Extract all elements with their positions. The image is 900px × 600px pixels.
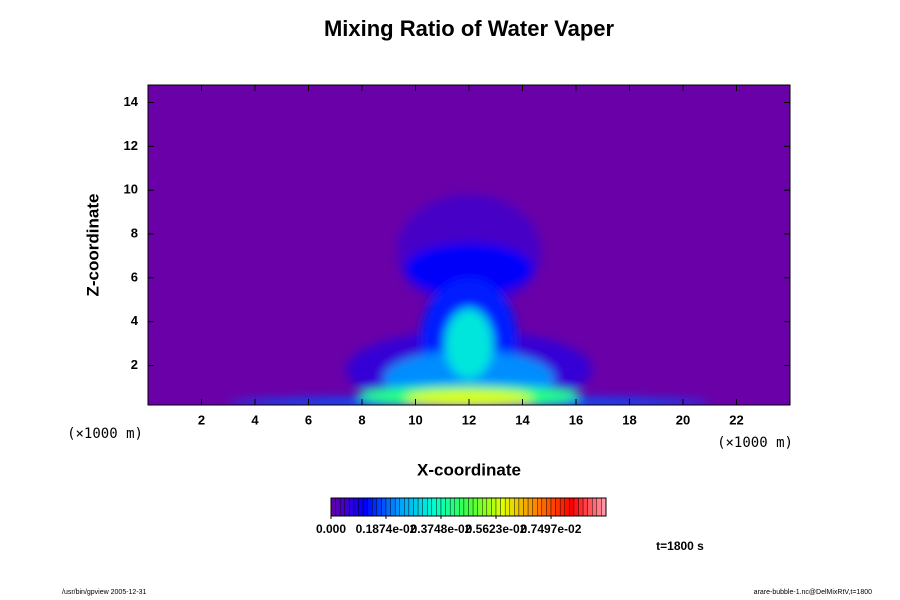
colorbar-cell xyxy=(546,497,552,517)
colorbar-cell xyxy=(449,497,455,517)
colorbar-cell xyxy=(550,497,556,517)
colorbar-label: 0.5623e-02 xyxy=(466,522,527,536)
footer-left: /usr/bin/gpview 2005-12-31 xyxy=(62,589,147,596)
colorbar-cell xyxy=(518,497,524,517)
plume xyxy=(228,194,710,405)
y-tick-label: 8 xyxy=(131,225,138,240)
colorbar-cell xyxy=(362,497,368,517)
colorbar-cell xyxy=(344,497,350,517)
colorbar-cell xyxy=(596,497,602,517)
chart-title: Mixing Ratio of Water Vaper xyxy=(324,16,615,41)
colorbar-cell xyxy=(537,497,543,517)
colorbar-cell xyxy=(399,497,405,517)
colorbar-cell xyxy=(495,497,501,517)
colorbar-cell xyxy=(404,497,410,517)
colorbar-cell xyxy=(445,497,451,517)
colorbar-label: 0.3748e-02 xyxy=(411,522,472,536)
colorbar-cell xyxy=(578,497,584,517)
colorbar-cell xyxy=(532,497,538,517)
colorbar-cell xyxy=(330,497,336,517)
x-tick-label: 10 xyxy=(408,412,422,427)
colorbar-label: 0.7497e-02 xyxy=(521,522,582,536)
y-tick-label: 6 xyxy=(131,269,138,284)
colorbar-cell xyxy=(367,497,373,517)
y-tick-label: 14 xyxy=(124,94,139,109)
colorbar-cell xyxy=(339,497,345,517)
colorbar-cell xyxy=(376,497,382,517)
colorbar-cell xyxy=(592,497,598,517)
colorbar-cell xyxy=(427,497,433,517)
colorbar-cell xyxy=(523,497,529,517)
colorbar-cell xyxy=(394,497,400,517)
colorbar-cell xyxy=(349,497,355,517)
y-tick-label: 4 xyxy=(131,313,139,328)
colorbar-cell xyxy=(587,497,593,517)
colorbar-cell xyxy=(463,497,469,517)
colorbar-cell xyxy=(491,497,497,517)
plume-region xyxy=(404,242,534,296)
colorbar-cell xyxy=(454,497,460,517)
colorbar-cell xyxy=(527,497,533,517)
colorbar-cell xyxy=(559,497,565,517)
colorbar-cell xyxy=(358,497,364,517)
colorbar-cell xyxy=(564,497,570,517)
x-tick-label: 20 xyxy=(676,412,690,427)
x-unit: (×1000 m) xyxy=(717,435,793,451)
colorbar-cell xyxy=(573,497,579,517)
colorbar-cell xyxy=(459,497,465,517)
y-tick-label: 12 xyxy=(124,138,138,153)
colorbar-cell xyxy=(514,497,520,517)
y-tick-label: 10 xyxy=(124,182,138,197)
colorbar-cell xyxy=(504,497,510,517)
colorbar-cell xyxy=(541,497,547,517)
plume-region xyxy=(444,308,494,379)
colorbar-cell xyxy=(440,497,446,517)
x-tick-label: 8 xyxy=(358,412,365,427)
footer-right: arare-bubble-1.nc@DelMixRtV,t=1800 xyxy=(754,589,872,596)
annotation: t=1800 s xyxy=(656,539,704,553)
x-tick-label: 22 xyxy=(729,412,743,427)
colorbar-cell xyxy=(413,497,419,517)
x-tick-label: 14 xyxy=(515,412,530,427)
y-unit: (×1000 m) xyxy=(67,426,143,442)
x-tick-label: 12 xyxy=(462,412,476,427)
colorbar-cell xyxy=(422,497,428,517)
colorbar-cell xyxy=(353,497,359,517)
colorbar-cell xyxy=(509,497,515,517)
colorbar-cell xyxy=(482,497,488,517)
colorbar-cell xyxy=(335,497,341,517)
colorbar-label: 0.000 xyxy=(316,522,346,536)
colorbar-label: 0.1874e-02 xyxy=(356,522,417,536)
colorbar-cell xyxy=(390,497,396,517)
colorbar-cell xyxy=(385,497,391,517)
colorbar-cell xyxy=(477,497,483,517)
colorbar-cell xyxy=(472,497,478,517)
x-tick-label: 18 xyxy=(622,412,636,427)
colorbar-cell xyxy=(601,497,607,517)
colorbar-cell xyxy=(500,497,506,517)
colorbar-cell xyxy=(436,497,442,517)
colorbar-cell xyxy=(569,497,575,517)
colorbar-cell xyxy=(582,497,588,517)
colorbar-cell xyxy=(372,497,378,517)
y-tick-label: 2 xyxy=(131,357,138,372)
x-axis-label: X-coordinate xyxy=(417,460,521,479)
colorbar-frame xyxy=(330,497,607,517)
colorbar-cell xyxy=(468,497,474,517)
x-tick-label: 4 xyxy=(251,412,259,427)
y-axis-label: Z-coordinate xyxy=(83,194,102,297)
plume-region xyxy=(404,389,534,405)
colorbar-cell xyxy=(381,497,387,517)
colorbar-cell xyxy=(431,497,437,517)
x-tick-label: 6 xyxy=(305,412,312,427)
x-tick-label: 16 xyxy=(569,412,583,427)
x-tick-label: 2 xyxy=(198,412,205,427)
colorbar-cell xyxy=(408,497,414,517)
colorbar-cell xyxy=(555,497,561,517)
colorbar-cell xyxy=(486,497,492,517)
colorbar-cell xyxy=(417,497,423,517)
